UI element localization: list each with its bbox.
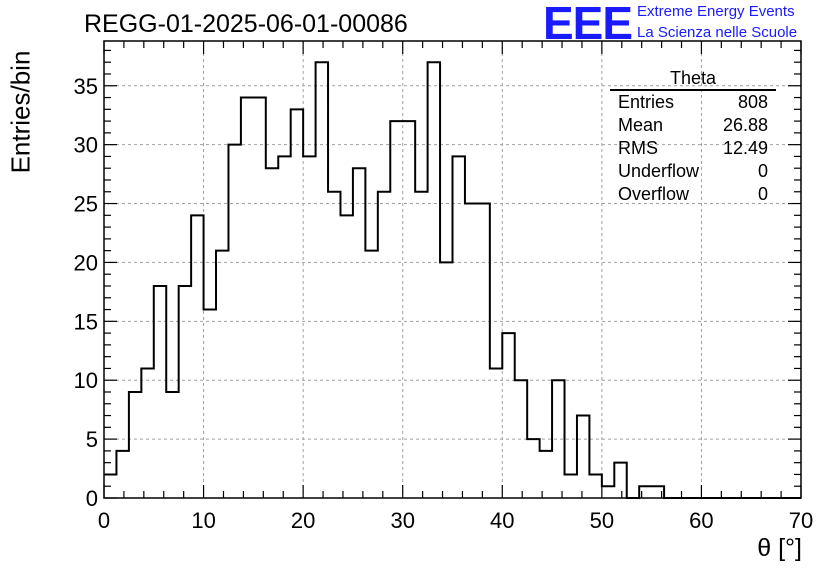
histogram-bin [204,310,216,498]
histogram-bin [453,156,465,498]
histogram-bin [515,380,527,498]
stats-label: Entries [618,92,675,112]
histogram-bin [577,416,589,498]
axis-tick-labels: 0 10 20 30 40 50 60 70 0 5 10 15 20 25 30 35 [74,74,814,533]
histogram-bin [266,168,278,498]
histogram-bin [614,463,626,498]
stats-value: 26.88 [722,115,768,135]
x-axis-label: θ [°] [757,534,802,562]
histogram-bin [141,368,153,498]
histogram-bin [116,451,128,498]
stats-value: 12.49 [722,138,768,158]
page-title: REGG-01-2025-06-01-00086 [84,10,408,38]
x-tick-label: 50 [590,508,614,533]
stats-label: RMS [618,138,658,158]
x-tick-label: 10 [191,508,215,533]
y-tick-label: 35 [74,74,98,99]
histogram-bin [602,486,614,498]
stats-value: 0 [757,184,768,204]
plot-frame [103,40,802,499]
x-tick-label: 0 [98,508,110,533]
stats-row-entries: Entries 808 [610,91,776,114]
histogram-bin [652,486,664,498]
histogram-bin [228,145,240,498]
histogram-bins [104,61,801,499]
histogram-bin [639,486,651,498]
histogram-bin [291,109,303,498]
histogram-outline [104,61,801,499]
y-tick-label: 10 [74,368,98,393]
histogram-bin [129,392,141,498]
histogram-bin [166,392,178,498]
histogram-bin [241,98,253,498]
brand-line-1: Extreme Energy Events [637,3,795,20]
histogram-bin [589,474,601,498]
histogram-bin [191,215,203,498]
histogram-bin [490,368,502,498]
x-tick-label: 20 [291,508,315,533]
stats-label: Overflow [618,184,690,204]
histogram-bin [365,251,377,498]
axis-ticks [103,41,802,499]
stats-row-underflow: Underflow 0 [610,160,776,183]
histogram-bin [353,168,365,498]
x-tick-label: 40 [490,508,514,533]
histogram-bin [527,439,539,498]
histogram-bin [477,204,489,498]
histogram-bin [552,380,564,498]
y-tick-label: 0 [86,486,98,511]
y-axis-label: Entries/bin [5,50,36,174]
histogram-bin [502,333,514,498]
histogram-bin [465,204,477,498]
x-tick-label: 30 [390,508,414,533]
y-tick-label: 15 [74,309,98,334]
stats-row-rms: RMS 12.49 [610,137,776,160]
y-tick-label: 5 [86,427,98,452]
stats-value: 0 [757,161,768,181]
histogram-bin [253,98,265,498]
y-tick-label: 20 [74,250,98,275]
histogram-bin [316,62,328,498]
histogram-bin [278,156,290,498]
stats-value: 808 [737,92,768,112]
histogram-bin [216,251,228,498]
stats-box: Theta Entries 808 Mean 26.88 RMS 12.49 U… [610,68,776,206]
histogram-bin [428,62,440,498]
y-tick-label: 25 [74,192,98,217]
histogram-bin [154,286,166,498]
histogram-bin [415,192,427,498]
histogram-bin [328,192,340,498]
stats-row-mean: Mean 26.88 [610,114,776,137]
stats-label: Mean [618,115,664,135]
stats-row-overflow: Overflow 0 [610,183,776,206]
histogram-bin [565,474,577,498]
x-tick-label: 60 [689,508,713,533]
histogram-bin [403,121,415,498]
stats-label: Underflow [618,161,700,181]
stats-title: Theta [610,68,776,91]
histogram-bin [340,215,352,498]
histogram-bin [390,121,402,498]
x-tick-label: 70 [789,508,813,533]
histogram-bin [303,156,315,498]
histogram-bin [378,192,390,498]
y-tick-label: 30 [74,133,98,158]
histogram-bin [540,451,552,498]
brand-line-2: La Scienza nelle Scuole [637,24,798,41]
histogram-bin [440,262,452,498]
eee-logo: EEE [543,0,633,49]
histogram-bin [179,286,191,498]
